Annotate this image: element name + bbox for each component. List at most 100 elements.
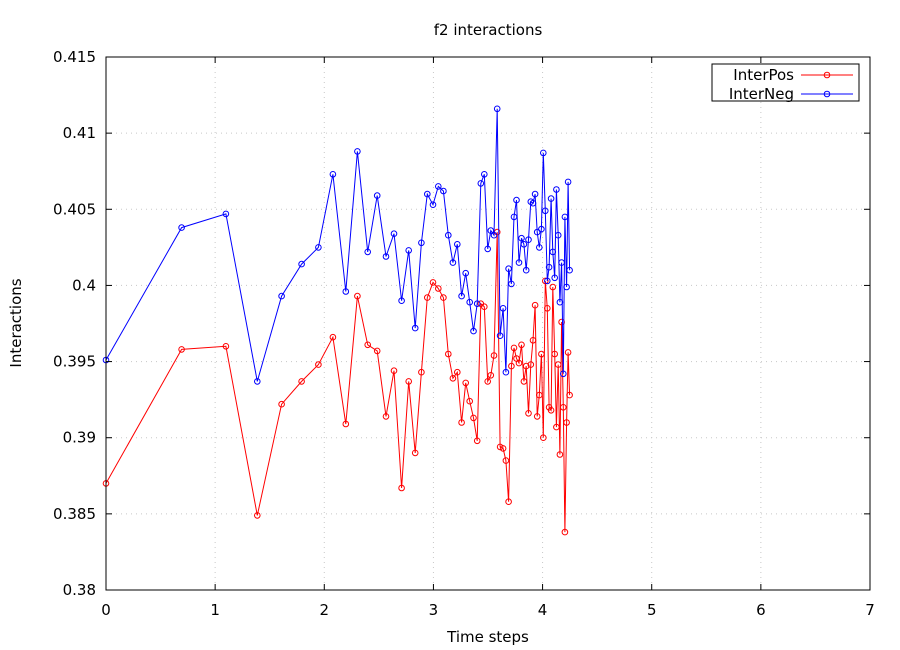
y-axis-label: Interactions: [7, 278, 25, 367]
data-point: [278, 292, 285, 300]
data-point: [490, 231, 498, 239]
data-point: [513, 196, 520, 204]
data-point: [315, 244, 322, 251]
data-point: [454, 368, 461, 376]
x-tick-label: 0: [101, 601, 111, 619]
data-point: [466, 298, 474, 306]
data-point: [566, 391, 573, 399]
data-point: [424, 294, 431, 301]
data-point: [440, 187, 447, 195]
data-point: [558, 259, 565, 266]
data-point: [329, 171, 337, 178]
data-point: [518, 234, 525, 242]
series-InterNeg: [102, 105, 573, 385]
data-point: [549, 283, 557, 291]
data-point: [178, 224, 185, 231]
data-point: [531, 301, 539, 309]
data-point: [544, 305, 551, 312]
data-point: [520, 241, 528, 248]
data-point: [342, 420, 350, 428]
data-point: [564, 178, 572, 186]
x-tick-label: 2: [320, 601, 330, 619]
legend-label: InterPos: [733, 66, 794, 84]
data-point: [429, 201, 437, 208]
legend-swatch-marker: [823, 90, 831, 98]
data-point: [536, 244, 543, 251]
data-point: [473, 437, 481, 445]
data-point: [411, 449, 419, 457]
data-point: [364, 341, 372, 349]
data-point: [538, 225, 545, 233]
data-point: [398, 484, 405, 492]
data-point: [424, 190, 431, 198]
data-point: [435, 285, 442, 292]
data-point: [298, 378, 305, 385]
data-point: [561, 528, 569, 536]
data-point: [449, 259, 457, 266]
data-point: [522, 266, 530, 274]
data-point: [484, 245, 492, 253]
data-point: [551, 350, 559, 358]
data-point: [445, 231, 452, 239]
data-point: [458, 419, 465, 426]
data-point: [560, 404, 567, 411]
series-line: [105, 232, 571, 533]
data-point: [440, 294, 447, 301]
data-point: [561, 213, 569, 221]
y-tick-label: 0.385: [53, 505, 96, 523]
data-point: [418, 368, 425, 376]
data-point: [508, 280, 515, 288]
x-tick-label: 7: [865, 601, 875, 619]
data-point: [477, 180, 485, 187]
data-point: [253, 512, 261, 519]
data-point: [566, 266, 573, 274]
data-point: [538, 350, 545, 358]
series-layer: [102, 105, 573, 536]
data-point: [449, 375, 457, 382]
data-point: [493, 105, 501, 113]
data-point: [505, 265, 512, 273]
data-point: [499, 445, 507, 452]
y-tick-label: 0.38: [63, 581, 96, 599]
data-point: [502, 457, 510, 464]
data-point: [522, 362, 530, 370]
data-point: [411, 324, 419, 332]
data-point: [540, 149, 547, 157]
data-point: [445, 350, 452, 358]
data-point: [520, 378, 528, 385]
data-point: [564, 349, 572, 356]
y-tick-label: 0.415: [53, 48, 96, 66]
data-point: [298, 260, 305, 268]
data-point: [515, 359, 523, 367]
legend-label: InterNeg: [729, 85, 794, 103]
data-point: [540, 434, 547, 442]
plot-frame: [105, 56, 871, 591]
y-tick-label: 0.4: [72, 276, 96, 294]
x-tick-label: 1: [210, 601, 220, 619]
data-point: [510, 344, 518, 352]
data-point: [462, 269, 470, 277]
data-point: [390, 230, 398, 237]
data-point: [554, 231, 562, 239]
data-point: [222, 343, 230, 350]
series-line: [105, 108, 571, 382]
axes: 0 1 2 3 4 5 6 7 0.38 0.385 0.39 0.395 0.4 0.405 0.41 0.…: [53, 48, 875, 619]
y-tick-label: 0.395: [53, 353, 96, 371]
data-point: [354, 148, 361, 155]
y-tick-label: 0.405: [53, 200, 96, 218]
data-point: [354, 292, 361, 300]
y-tick-label: 0.41: [63, 124, 96, 142]
x-tick-label: 4: [538, 601, 548, 619]
x-tick-label: 3: [429, 601, 439, 619]
data-point: [547, 407, 555, 414]
data-point: [499, 305, 507, 312]
chart-title: f2 interactions: [434, 21, 543, 39]
data-point: [545, 263, 553, 271]
data-point: [525, 236, 532, 243]
data-point: [342, 288, 350, 295]
x-axis-label: Time steps: [446, 628, 529, 646]
data-point: [542, 277, 549, 285]
x-tick-label: 6: [756, 601, 766, 619]
data-point: [315, 361, 322, 368]
